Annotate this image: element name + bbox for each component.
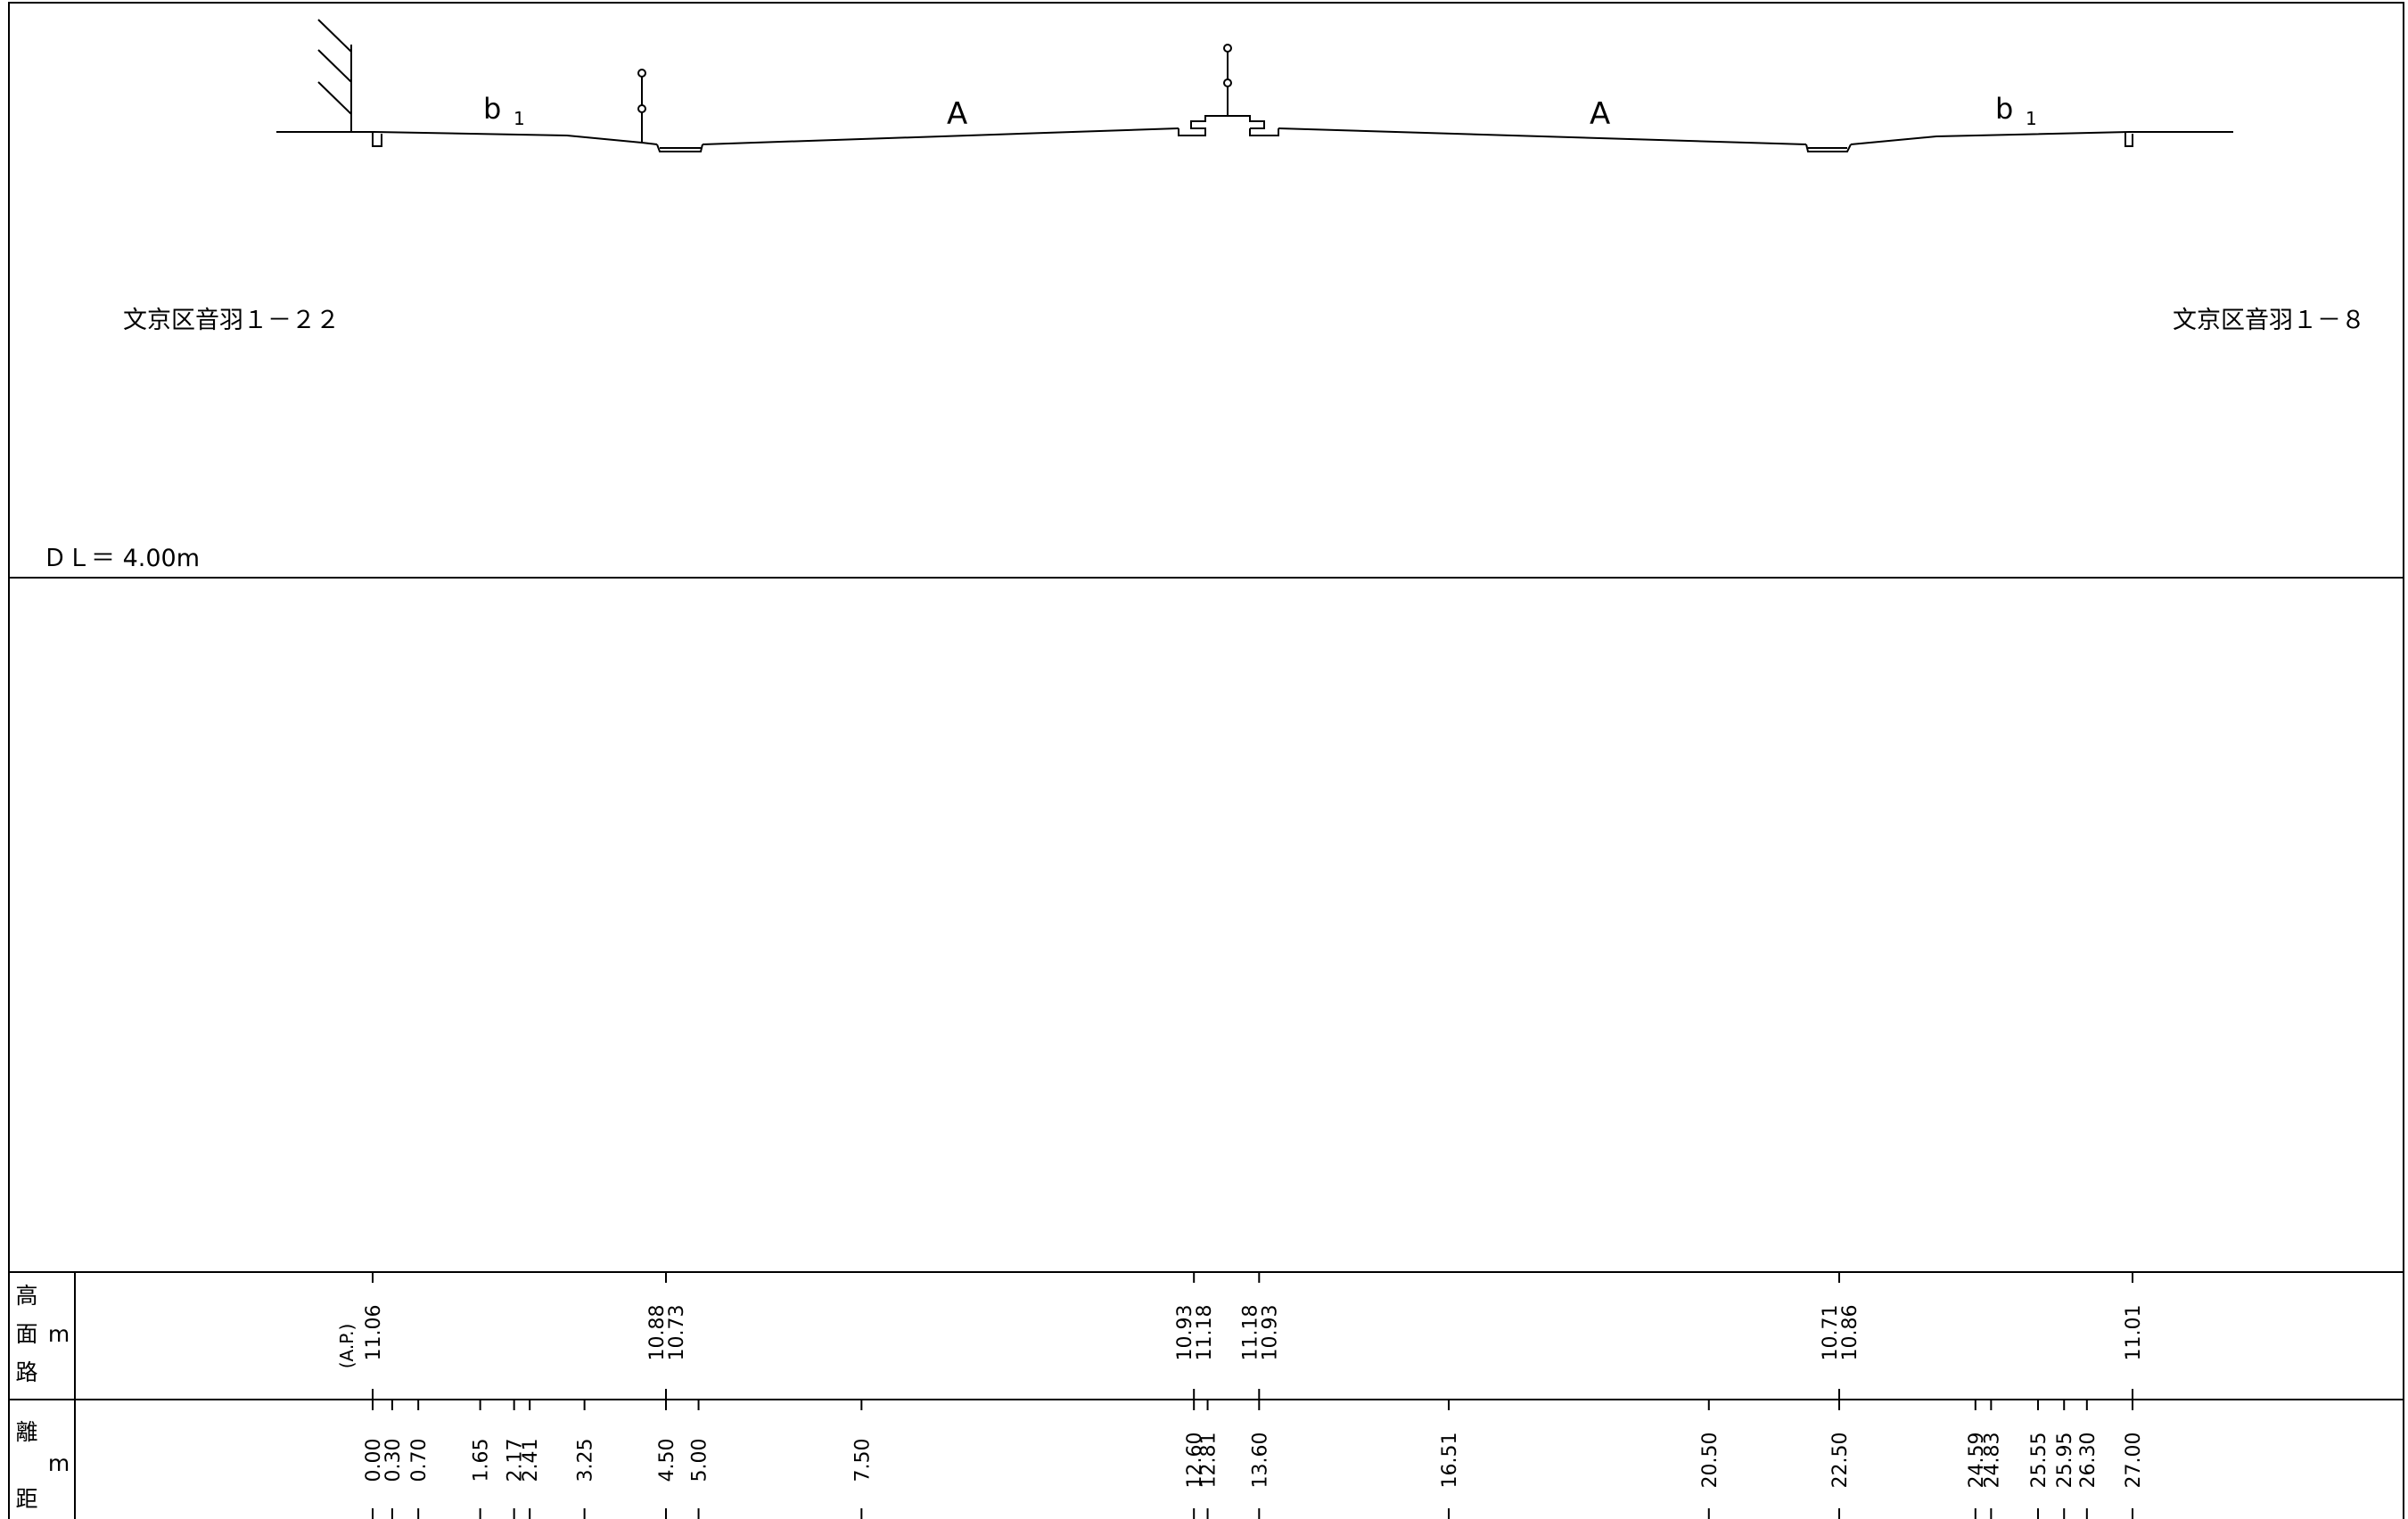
distance-label: 13.60 <box>1249 1433 1271 1489</box>
left-sidewalk-label: b <box>483 92 501 126</box>
right-gutter <box>1805 144 1852 152</box>
distance-row: 0.000.30 0.70 1.65 2.172.41 3.25 4.50 5.00 7.50… <box>363 1400 2145 1519</box>
distance-label: 22.50 <box>1829 1433 1852 1489</box>
median-right-gutter <box>1249 128 1279 136</box>
elevation-label: 11.06 <box>363 1305 385 1361</box>
elevation-label: 11.18 <box>1194 1305 1216 1361</box>
road-surface-profile <box>276 19 2233 152</box>
distance-label: 2.17 <box>505 1439 527 1482</box>
left-sidewalk-surface <box>374 131 658 145</box>
right-sidewalk-label: b <box>1995 92 2013 126</box>
distance-label: 27.00 <box>2123 1433 2145 1489</box>
distance-label: 12.60 <box>1184 1433 1206 1489</box>
elevation-label: 10.88 <box>646 1305 669 1361</box>
distance-label: 0.70 <box>408 1439 431 1482</box>
median <box>1178 115 1265 136</box>
left-pole-mid-marker <box>637 104 646 113</box>
left-carriageway-label: A <box>947 96 967 132</box>
wall-hatch <box>317 81 352 115</box>
distance-label: 0.30 <box>382 1439 405 1482</box>
left-sidewalk-label-sub: 1 <box>514 108 525 129</box>
right-carriageway-label: A <box>1590 96 1610 132</box>
elevation-label: 10.86 <box>1839 1305 1861 1361</box>
distance-label: 7.50 <box>851 1439 874 1482</box>
pole-markers <box>637 44 1232 113</box>
distance-label: 25.55 <box>2028 1433 2050 1489</box>
left-gutter <box>656 144 703 152</box>
elevation-label: 10.73 <box>666 1305 688 1361</box>
wall-hatch <box>317 19 352 53</box>
elevation-header: 高 面 路 m <box>15 1283 70 1385</box>
median-pole-mid-marker <box>1223 78 1232 87</box>
distance-label: 20.50 <box>1699 1433 1722 1489</box>
left-address-label: 文京区音羽１－２２ <box>123 307 340 334</box>
elevation-label: 11.18 <box>1239 1305 1262 1361</box>
distance-header: 離 距 m <box>15 1419 70 1512</box>
right-carriageway-surface <box>1278 127 1807 145</box>
left-boundary-stone <box>372 132 382 147</box>
distance-header-char-1: 離 <box>15 1419 37 1445</box>
distance-label: 5.00 <box>689 1439 711 1482</box>
right-address-label: 文京区音羽１－８ <box>2173 307 2365 334</box>
elevation-unit: m <box>48 1321 70 1347</box>
right-sidewalk-surface <box>1850 131 2232 145</box>
distance-label: 1.65 <box>471 1439 493 1482</box>
elevation-label: 10.93 <box>1259 1305 1281 1361</box>
left-carriageway-surface <box>702 127 1179 145</box>
elevation-label: 10.71 <box>1820 1305 1842 1361</box>
right-sidewalk-label-sub: 1 <box>2026 108 2037 129</box>
distance-label: 12.81 <box>1198 1433 1220 1489</box>
elevation-header-char-3: 路 <box>15 1359 37 1385</box>
elevation-header-char-1: 高 <box>15 1283 37 1309</box>
median-pole-top-marker <box>1223 44 1232 53</box>
drawing-frame <box>8 2 2404 1519</box>
distance-label: 24.83 <box>1981 1433 2003 1489</box>
datum-level-label: ＤＬ＝ 4.00m <box>43 545 200 572</box>
distance-label: 25.95 <box>2054 1433 2076 1489</box>
distance-label: 3.25 <box>575 1439 597 1482</box>
distance-label: 4.50 <box>656 1439 678 1482</box>
elevation-label: 11.01 <box>2123 1305 2145 1361</box>
distance-unit: m <box>48 1450 70 1476</box>
distance-label: 16.51 <box>1439 1433 1461 1489</box>
distance-label: 2.41 <box>520 1439 542 1482</box>
elevation-header-char-2: 面 <box>15 1321 37 1347</box>
elevation-label: 10.93 <box>1174 1305 1196 1361</box>
ap-note-label: (A.P.) <box>336 1324 358 1369</box>
distance-label: 24.59 <box>1966 1433 1988 1489</box>
left-pole-top-marker <box>637 69 646 78</box>
right-boundary-stone <box>2124 132 2133 147</box>
distance-label: 26.30 <box>2077 1433 2100 1489</box>
wall-hatch <box>317 49 352 83</box>
distance-label: 0.00 <box>363 1439 385 1482</box>
distance-header-char-2: 距 <box>15 1486 37 1512</box>
